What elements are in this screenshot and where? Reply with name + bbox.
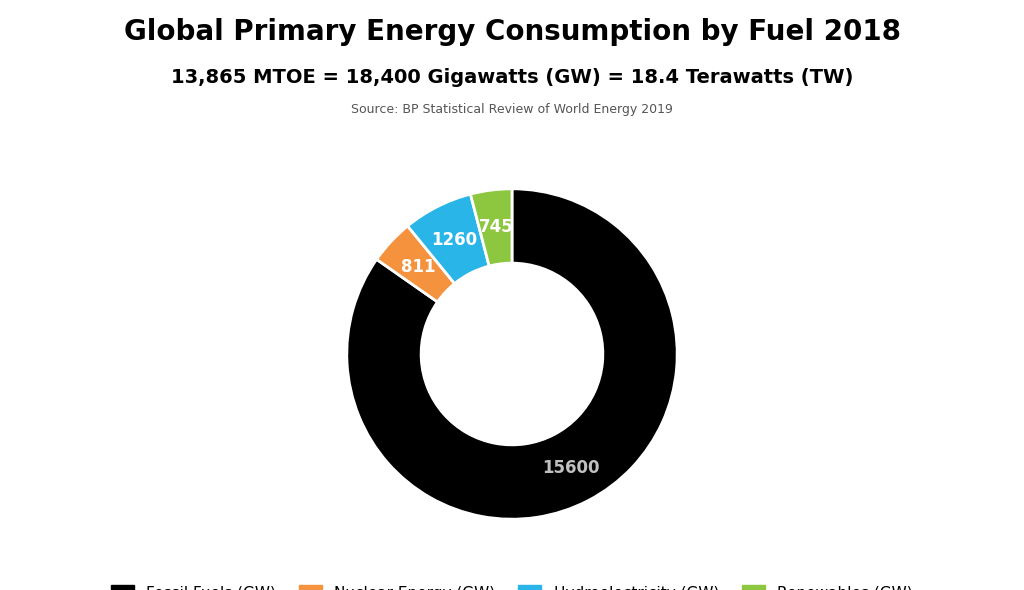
Wedge shape	[377, 226, 455, 302]
Text: 13,865 MTOE = 18,400 Gigawatts (GW) = 18.4 Terawatts (TW): 13,865 MTOE = 18,400 Gigawatts (GW) = 18…	[171, 68, 853, 87]
Text: 811: 811	[401, 258, 435, 276]
Text: 1260: 1260	[431, 231, 477, 249]
Legend: Fossil Fuels (GW), Nuclear Energy (GW), Hydroelectricity (GW), Renewables (GW): Fossil Fuels (GW), Nuclear Energy (GW), …	[112, 585, 912, 590]
Text: Global Primary Energy Consumption by Fuel 2018: Global Primary Energy Consumption by Fue…	[124, 18, 900, 45]
Wedge shape	[347, 189, 677, 519]
Wedge shape	[408, 194, 489, 284]
Text: 745: 745	[478, 218, 513, 236]
Text: Source: BP Statistical Review of World Energy 2019: Source: BP Statistical Review of World E…	[351, 103, 673, 116]
Wedge shape	[470, 189, 512, 266]
Text: 15600: 15600	[543, 458, 600, 477]
